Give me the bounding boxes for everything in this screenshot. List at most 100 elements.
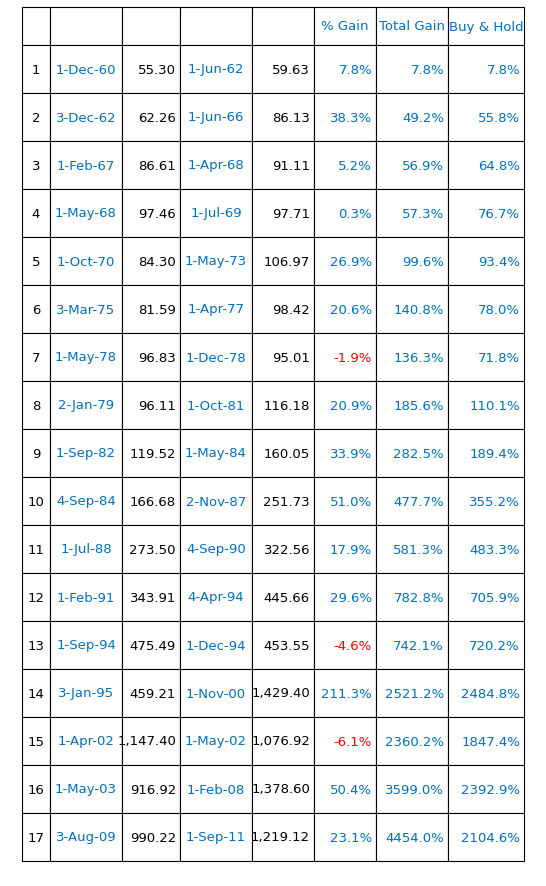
Text: 86.13: 86.13 — [272, 112, 310, 124]
Bar — [180, 334, 252, 382]
Text: 185.6%: 185.6% — [394, 399, 444, 412]
Text: 1-Nov-00: 1-Nov-00 — [186, 687, 246, 700]
Bar — [22, 478, 50, 525]
Bar — [22, 142, 50, 190]
Text: 1-May-02: 1-May-02 — [185, 734, 247, 748]
Bar — [314, 621, 376, 669]
Text: 4-Sep-90: 4-Sep-90 — [186, 543, 246, 556]
Text: 13: 13 — [27, 639, 45, 652]
Text: 166.68: 166.68 — [130, 495, 176, 508]
Text: 459.21: 459.21 — [129, 687, 176, 700]
Text: 916.92: 916.92 — [130, 782, 176, 796]
Text: 273.50: 273.50 — [129, 543, 176, 556]
Bar — [314, 285, 376, 334]
Bar — [314, 46, 376, 94]
Text: 1-May-68: 1-May-68 — [55, 207, 117, 221]
Bar — [50, 94, 122, 142]
Bar — [50, 142, 122, 190]
Text: 1-Jun-66: 1-Jun-66 — [188, 112, 244, 124]
Bar — [50, 382, 122, 430]
Text: 50.4%: 50.4% — [330, 782, 372, 796]
Text: 1-Sep-94: 1-Sep-94 — [56, 639, 116, 652]
Text: 720.2%: 720.2% — [470, 639, 520, 652]
Text: 4: 4 — [32, 207, 40, 221]
Text: 4-Sep-84: 4-Sep-84 — [56, 495, 116, 508]
Bar — [122, 766, 180, 813]
Bar — [314, 478, 376, 525]
Text: 5.2%: 5.2% — [339, 159, 372, 172]
Bar — [252, 334, 314, 382]
Text: 1-Apr-02: 1-Apr-02 — [57, 734, 115, 748]
Bar — [376, 382, 448, 430]
Bar — [376, 334, 448, 382]
Bar — [448, 621, 524, 669]
Text: 445.66: 445.66 — [264, 591, 310, 604]
Text: 1-May-84: 1-May-84 — [185, 447, 247, 460]
Bar — [122, 334, 180, 382]
Bar — [22, 382, 50, 430]
Text: 119.52: 119.52 — [129, 447, 176, 460]
Bar — [122, 478, 180, 525]
Bar — [180, 142, 252, 190]
Bar — [22, 813, 50, 861]
Text: 160.05: 160.05 — [264, 447, 310, 460]
Bar — [314, 573, 376, 621]
Bar — [448, 237, 524, 285]
Text: 742.1%: 742.1% — [393, 639, 444, 652]
Text: 106.97: 106.97 — [264, 255, 310, 268]
Bar — [180, 94, 252, 142]
Bar — [252, 669, 314, 717]
Bar — [448, 94, 524, 142]
Text: 581.3%: 581.3% — [393, 543, 444, 556]
Text: 251.73: 251.73 — [263, 495, 310, 508]
Bar — [50, 8, 122, 46]
Text: 20.9%: 20.9% — [330, 399, 372, 412]
Text: 705.9%: 705.9% — [470, 591, 520, 604]
Text: 782.8%: 782.8% — [394, 591, 444, 604]
Text: 15: 15 — [27, 734, 45, 748]
Bar — [376, 573, 448, 621]
Text: 71.8%: 71.8% — [478, 351, 520, 364]
Bar — [252, 285, 314, 334]
Text: 16: 16 — [27, 782, 44, 796]
Bar — [122, 382, 180, 430]
Bar — [376, 669, 448, 717]
Bar — [180, 285, 252, 334]
Text: 1-Feb-91: 1-Feb-91 — [57, 591, 115, 604]
Text: 96.11: 96.11 — [138, 399, 176, 412]
Bar — [180, 478, 252, 525]
Text: 322.56: 322.56 — [264, 543, 310, 556]
Bar — [22, 285, 50, 334]
Text: 78.0%: 78.0% — [478, 303, 520, 316]
Text: 1-Feb-67: 1-Feb-67 — [57, 159, 115, 172]
Text: 97.71: 97.71 — [272, 207, 310, 221]
Bar — [22, 237, 50, 285]
Text: 1,147.40: 1,147.40 — [117, 734, 176, 748]
Text: 1-May-78: 1-May-78 — [55, 351, 117, 364]
Bar — [376, 766, 448, 813]
Bar — [252, 573, 314, 621]
Bar — [448, 478, 524, 525]
Bar — [252, 46, 314, 94]
Bar — [180, 237, 252, 285]
Text: 8: 8 — [32, 399, 40, 412]
Bar — [50, 621, 122, 669]
Text: 3-Dec-62: 3-Dec-62 — [56, 112, 116, 124]
Bar — [122, 621, 180, 669]
Text: 7: 7 — [32, 351, 40, 364]
Text: 23.1%: 23.1% — [330, 830, 372, 843]
Text: 4454.0%: 4454.0% — [385, 830, 444, 843]
Bar — [50, 190, 122, 237]
Text: 3599.0%: 3599.0% — [385, 782, 444, 796]
Bar — [252, 382, 314, 430]
Text: 7.8%: 7.8% — [486, 64, 520, 76]
Bar — [22, 669, 50, 717]
Text: -4.6%: -4.6% — [334, 639, 372, 652]
Text: 1-Oct-81: 1-Oct-81 — [187, 399, 245, 412]
Bar — [50, 334, 122, 382]
Text: 1,076.92: 1,076.92 — [251, 734, 310, 748]
Bar — [122, 285, 180, 334]
Bar — [122, 430, 180, 478]
Text: 343.91: 343.91 — [129, 591, 176, 604]
Bar — [22, 190, 50, 237]
